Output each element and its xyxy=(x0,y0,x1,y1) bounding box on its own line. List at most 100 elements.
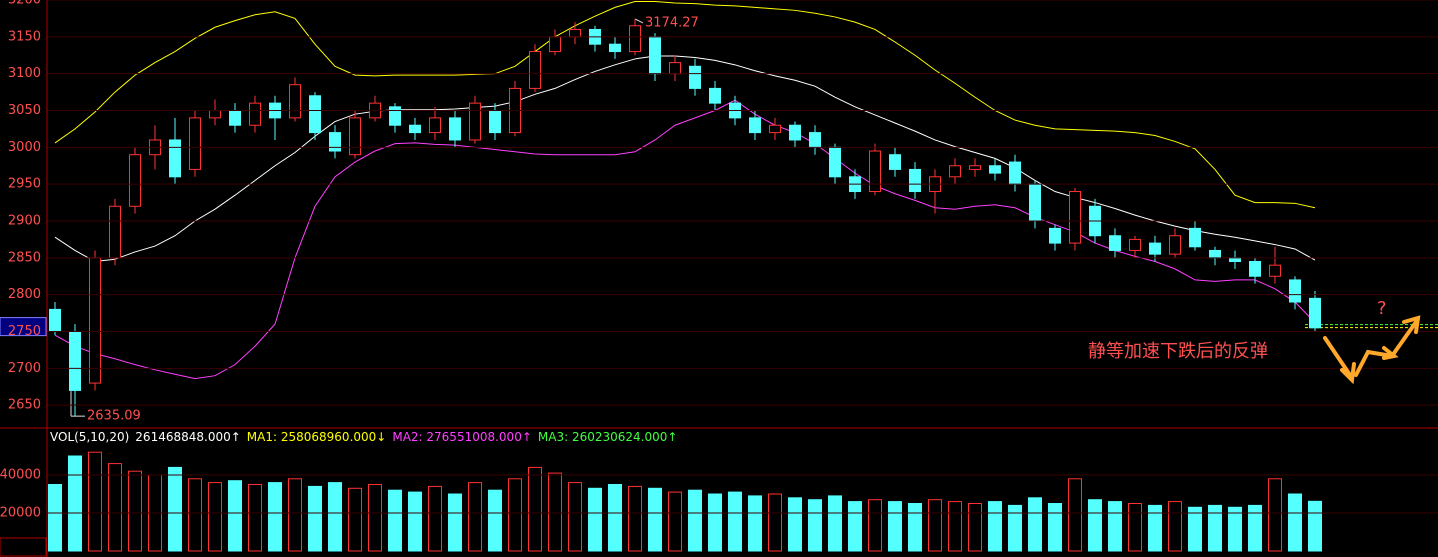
volume-bar xyxy=(1108,501,1122,552)
candle-body xyxy=(389,106,401,126)
volume-bar xyxy=(88,451,102,552)
volume-bar xyxy=(328,482,342,552)
y-tick-label: 40000 xyxy=(0,467,41,482)
candle-body xyxy=(1129,238,1141,251)
candle-body xyxy=(909,168,921,193)
volume-bar xyxy=(1268,478,1282,552)
volume-bar xyxy=(608,483,622,552)
low-label: 2635.09 xyxy=(87,409,141,424)
volume-bar xyxy=(268,482,282,552)
candle-body xyxy=(869,150,881,193)
volume-bar xyxy=(428,485,442,552)
candle-body xyxy=(349,117,361,156)
candle-body xyxy=(549,36,561,53)
volume-bar xyxy=(708,493,722,552)
header-item: MA2: 276551008.000↑ xyxy=(392,430,532,444)
candle-body xyxy=(889,154,901,170)
y-tick-label: 2950 xyxy=(8,177,41,192)
volume-bar xyxy=(968,502,982,552)
volume-bar xyxy=(528,466,542,552)
arrow-head xyxy=(1382,346,1399,360)
volume-bar xyxy=(1028,497,1042,552)
volume-bar xyxy=(408,491,422,552)
volume-bar xyxy=(988,501,1002,552)
candle-body xyxy=(249,102,261,126)
candle-body xyxy=(229,109,241,126)
volume-bar xyxy=(68,455,82,552)
volume-bar xyxy=(1168,501,1182,552)
volume-bar xyxy=(368,483,382,552)
volume-bar xyxy=(1208,504,1222,552)
candle-body xyxy=(49,308,61,332)
arrow xyxy=(1354,320,1418,377)
volume-bar xyxy=(948,501,962,552)
band-line xyxy=(54,99,1316,380)
candle-body xyxy=(809,132,821,148)
y-tick-label: 2850 xyxy=(8,250,41,265)
unit-box xyxy=(0,537,47,557)
forecast-arrows xyxy=(1323,315,1421,385)
volume-bar xyxy=(728,491,742,552)
volume-bar xyxy=(1088,499,1102,552)
candle-body xyxy=(189,117,201,170)
candle-body xyxy=(769,124,781,134)
candle-body xyxy=(409,124,421,134)
candle-body xyxy=(429,117,441,134)
volume-bar xyxy=(548,472,562,552)
volume-header: VOL(5,10,20) 261468848.000↑ MA1: 258068960… xyxy=(50,430,677,444)
candle-body xyxy=(1149,242,1161,255)
candle-body xyxy=(1209,249,1221,259)
volume-bar xyxy=(308,485,322,552)
candle-body xyxy=(989,165,1001,174)
volume-bar xyxy=(668,491,682,552)
candle-body xyxy=(169,139,181,178)
y-tick-label: 2750 xyxy=(8,324,41,339)
volume-bar xyxy=(868,499,882,552)
y-tick-label: 2700 xyxy=(8,361,41,376)
volume-bar xyxy=(908,502,922,552)
candle-body xyxy=(969,165,981,170)
volume-bar xyxy=(928,499,942,552)
y-tick-label: 3100 xyxy=(8,66,41,81)
candle-body xyxy=(1189,227,1201,248)
volume-bar xyxy=(1308,500,1322,552)
arrow xyxy=(1323,336,1352,377)
candle-body xyxy=(309,95,321,134)
arrow-head xyxy=(1340,362,1356,385)
annotation-note: 静等加速下跌后的反弹 xyxy=(1088,341,1268,362)
volume-bar xyxy=(228,480,242,552)
volume-bar xyxy=(248,483,262,552)
candle-body xyxy=(129,154,141,207)
candle-body xyxy=(649,36,661,75)
annotation-question: ? xyxy=(1377,298,1387,319)
volume-bar xyxy=(288,478,302,552)
annotation-line xyxy=(634,18,644,24)
candle-body xyxy=(489,109,501,134)
candle-body xyxy=(109,205,121,259)
y-tick-label: 3150 xyxy=(8,29,41,44)
volume-bar xyxy=(48,483,62,552)
volume-bar xyxy=(788,497,802,552)
candle-body xyxy=(1309,297,1321,329)
volume-bar xyxy=(168,466,182,552)
candle-body xyxy=(69,330,81,391)
y-tick-label: 2800 xyxy=(8,287,41,302)
high-label: 3174.27 xyxy=(645,15,699,30)
volume-bar xyxy=(588,487,602,552)
volume-bar xyxy=(648,487,662,552)
band-line xyxy=(54,0,1316,209)
candle-body xyxy=(569,28,581,38)
y-tick-label: 2650 xyxy=(8,398,41,413)
volume-bar xyxy=(808,499,822,552)
volume-bar xyxy=(768,493,782,552)
y-tick-label: 3050 xyxy=(8,103,41,118)
last-price-box xyxy=(0,317,47,337)
y-tick-label: 3200 xyxy=(8,0,41,8)
candle-body xyxy=(329,132,341,152)
candle-body xyxy=(669,62,681,75)
volume-bar xyxy=(468,482,482,552)
volume-bar xyxy=(128,470,142,552)
candle-body xyxy=(749,117,761,134)
candle-body xyxy=(1049,227,1061,244)
